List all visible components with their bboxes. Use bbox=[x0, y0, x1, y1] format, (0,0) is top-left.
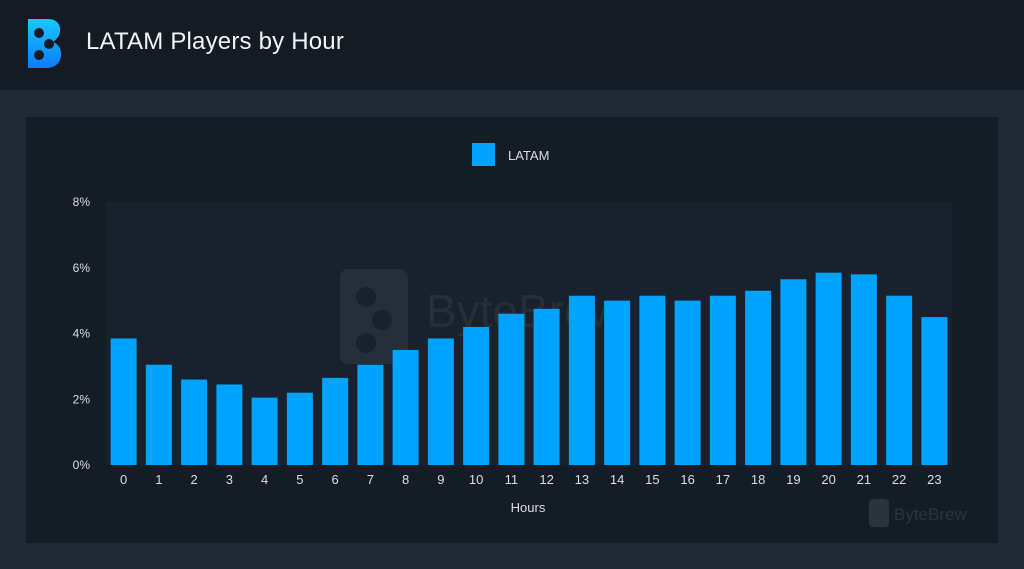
page-title: LATAM Players by Hour bbox=[86, 28, 345, 55]
x-tick-label: 0 bbox=[120, 472, 127, 487]
x-tick-label: 6 bbox=[332, 472, 339, 487]
y-tick-label: 0% bbox=[73, 458, 91, 472]
bar-chart: ByteBrew LATAM 0%2%4%6%8% 0 1 2 3 4 5 6 7 8 9 10 11… bbox=[73, 143, 967, 527]
bar-hour-12[interactable] bbox=[533, 308, 560, 465]
x-tick-label: 23 bbox=[927, 472, 941, 487]
bar-hour-11[interactable] bbox=[498, 313, 525, 465]
x-tick-label: 17 bbox=[716, 472, 730, 487]
corner-watermark: ByteBrew bbox=[869, 499, 967, 527]
x-tick-label: 20 bbox=[821, 472, 835, 487]
y-tick-label: 4% bbox=[73, 327, 91, 341]
y-axis-ticks: 0% 2% 4% 6% 8% bbox=[73, 195, 91, 472]
x-tick-label: 2 bbox=[191, 472, 198, 487]
bar-hour-15[interactable] bbox=[639, 295, 666, 465]
bar-hour-10[interactable] bbox=[463, 326, 490, 465]
plot-area bbox=[106, 202, 952, 465]
corner-watermark-text: ByteBrew bbox=[894, 505, 967, 524]
x-tick-label: 12 bbox=[539, 472, 553, 487]
bar-hour-7[interactable] bbox=[357, 364, 384, 465]
x-tick-label: 21 bbox=[857, 472, 871, 487]
bar-hour-21[interactable] bbox=[850, 274, 877, 465]
bar-hour-17[interactable] bbox=[709, 295, 736, 465]
x-axis-ticks: 0 1 2 3 4 5 6 7 8 9 10 11 12 13 14 15 16 17 18 19 20 21 22 23 bbox=[120, 472, 942, 487]
bar-hour-19[interactable] bbox=[780, 279, 807, 465]
bar-hour-23[interactable] bbox=[921, 317, 948, 465]
y-tick-label: 6% bbox=[73, 261, 91, 275]
bytebrew-logo-icon bbox=[28, 19, 62, 68]
x-tick-label: 13 bbox=[575, 472, 589, 487]
x-tick-label: 14 bbox=[610, 472, 624, 487]
bar-hour-9[interactable] bbox=[427, 338, 454, 465]
x-tick-label: 9 bbox=[437, 472, 444, 487]
bar-hour-18[interactable] bbox=[745, 290, 772, 465]
bar-hour-8[interactable] bbox=[392, 349, 419, 465]
x-tick-label: 22 bbox=[892, 472, 906, 487]
bars-group bbox=[110, 272, 948, 465]
y-tick-label: 8% bbox=[73, 195, 91, 209]
bar-hour-5[interactable] bbox=[286, 392, 313, 465]
x-tick-label: 11 bbox=[505, 472, 519, 487]
x-tick-label: 18 bbox=[751, 472, 765, 487]
x-tick-label: 15 bbox=[645, 472, 659, 487]
legend-swatch-latam bbox=[472, 143, 495, 166]
bar-hour-6[interactable] bbox=[322, 377, 349, 465]
chart-panel: ByteBrew LATAM 0% 2% 4% 6% 8% 0 1 2 3 4 5 6 7 8 9 10 11… bbox=[26, 117, 998, 543]
x-axis-label: Hours bbox=[511, 500, 546, 515]
x-tick-label: 3 bbox=[226, 472, 233, 487]
legend: LATAM bbox=[472, 143, 549, 166]
x-tick-label: 16 bbox=[680, 472, 694, 487]
bar-hour-1[interactable] bbox=[145, 364, 172, 465]
x-tick-label: 7 bbox=[367, 472, 374, 487]
bar-hour-13[interactable] bbox=[568, 295, 595, 465]
bar-hour-0[interactable] bbox=[110, 338, 137, 465]
bar-hour-16[interactable] bbox=[674, 300, 701, 465]
legend-label-latam: LATAM bbox=[508, 148, 549, 163]
x-tick-label: 5 bbox=[296, 472, 303, 487]
x-tick-label: 8 bbox=[402, 472, 409, 487]
bar-hour-22[interactable] bbox=[886, 295, 913, 465]
x-tick-label: 1 bbox=[155, 472, 162, 487]
bar-hour-3[interactable] bbox=[216, 384, 243, 465]
app-header: LATAM Players by Hour bbox=[0, 0, 1024, 90]
bar-hour-2[interactable] bbox=[181, 379, 208, 465]
x-tick-label: 19 bbox=[786, 472, 800, 487]
y-tick-label: 2% bbox=[73, 392, 91, 406]
bar-hour-20[interactable] bbox=[815, 272, 842, 465]
bar-hour-4[interactable] bbox=[251, 397, 278, 465]
bar-hour-14[interactable] bbox=[604, 300, 631, 465]
x-tick-label: 10 bbox=[469, 472, 483, 487]
x-tick-label: 4 bbox=[261, 472, 268, 487]
